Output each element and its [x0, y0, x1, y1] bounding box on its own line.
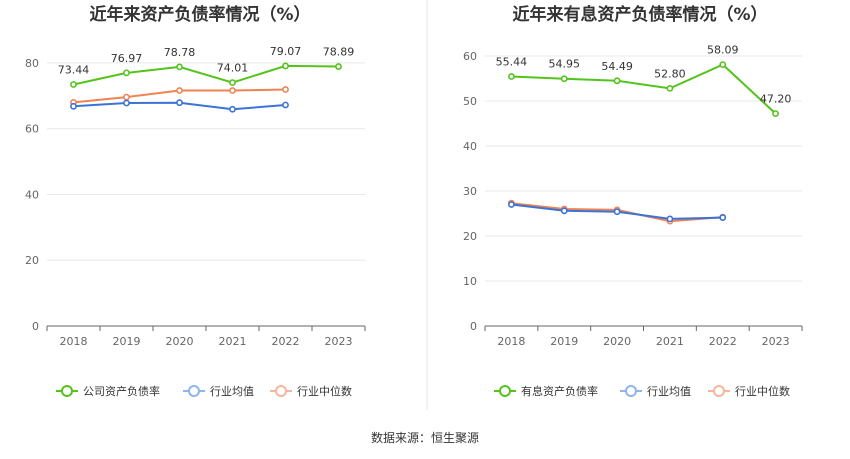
data-point [666, 85, 674, 92]
interest-bearing-debt-ratio-chart: 近年来有息资产负债率情况（%） 0 10 20 30 40 50 60 2018 2019 2020… [463, 4, 803, 398]
x-tick-label: 2018 [60, 335, 88, 348]
data-point [508, 201, 515, 208]
legend-item[interactable]: 有息资产负债率 [494, 384, 598, 398]
data-point [176, 63, 183, 71]
data-point [282, 62, 289, 70]
y-tick-label: 20 [25, 254, 39, 267]
y-tick-label: 80 [25, 57, 39, 70]
series-line [511, 63, 777, 115]
data-label: 78.78 [164, 46, 196, 59]
x-tick-label: 2023 [762, 335, 790, 348]
y-tick-label: 60 [463, 50, 477, 63]
series-line [73, 64, 339, 86]
data-point [70, 102, 77, 110]
x-tick-label: 2020 [166, 335, 194, 348]
data-label: 54.95 [549, 58, 581, 71]
data-label: 79.07 [270, 45, 302, 58]
data-point [229, 87, 236, 94]
legend-label: 行业中位数 [735, 384, 790, 398]
data-point [335, 63, 342, 70]
y-tick-label: 40 [25, 188, 39, 201]
data-point [772, 110, 779, 117]
data-label: 47.20 [760, 93, 792, 106]
x-tick-label: 2022 [709, 335, 737, 348]
data-point [176, 87, 183, 94]
data-point [560, 207, 568, 215]
x-tick-label: 2020 [603, 335, 631, 348]
y-tick-label: 10 [463, 275, 477, 288]
x-tick-label: 2021 [219, 335, 247, 348]
data-point [123, 99, 130, 107]
data-point [123, 93, 130, 101]
data-point [282, 86, 289, 93]
legend-item[interactable]: 行业中位数 [270, 384, 352, 398]
data-label: 58.09 [707, 44, 739, 57]
legend-marker-icon [499, 385, 511, 397]
data-point [508, 73, 515, 80]
y-tick-label: 0 [32, 320, 39, 333]
data-point [176, 99, 183, 107]
legend-item[interactable]: 公司资产负债率 [56, 384, 160, 398]
chart-title: 近年来有息资产负债率情况（%） [512, 4, 767, 25]
data-point [123, 69, 130, 77]
data-point [560, 75, 568, 83]
legend-label: 公司资产负债率 [83, 384, 160, 398]
x-tick-label: 2019 [550, 335, 578, 348]
legend-item[interactable]: 行业中位数 [708, 384, 790, 398]
legend-marker-icon [188, 385, 200, 397]
data-label: 52.80 [654, 67, 686, 80]
y-tick-label: 0 [470, 320, 477, 333]
data-point [229, 105, 236, 113]
legend-item[interactable]: 行业均值 [183, 385, 254, 398]
legend-marker-icon [275, 385, 287, 397]
x-tick-label: 2022 [272, 335, 300, 348]
data-point [613, 208, 621, 216]
legend-marker-icon [61, 385, 73, 397]
data-point [613, 77, 621, 85]
x-tick-label: 2023 [325, 335, 353, 348]
data-point [719, 214, 727, 221]
data-point [229, 79, 236, 86]
debt-ratio-chart: 近年来资产负债率情况（%） 0 20 40 60 80 2018 2019 2020 2021 20… [25, 4, 366, 398]
legend-item[interactable]: 行业均值 [620, 385, 691, 398]
data-point [282, 101, 289, 109]
data-point [719, 61, 727, 68]
legend-label: 有息资产负债率 [521, 384, 598, 398]
x-tick-label: 2018 [497, 335, 525, 348]
data-point [70, 81, 77, 88]
legend-label: 行业均值 [210, 385, 254, 398]
x-tick-label: 2021 [656, 335, 684, 348]
legend-marker-icon [713, 385, 725, 397]
data-label: 54.49 [601, 60, 633, 73]
chart-title: 近年来资产负债率情况（%） [89, 4, 310, 25]
source-text: 数据来源：恒生聚源 [371, 430, 479, 445]
y-tick-label: 40 [463, 140, 477, 153]
legend-label: 行业中位数 [297, 384, 352, 398]
legend-marker-icon [625, 385, 637, 397]
data-label: 74.01 [217, 62, 249, 75]
x-tick-label: 2019 [113, 335, 141, 348]
data-label: 55.44 [496, 56, 528, 69]
data-point [666, 215, 674, 223]
data-label: 73.44 [58, 63, 90, 76]
data-label: 78.89 [323, 46, 355, 59]
legend-label: 行业均值 [647, 385, 691, 398]
y-tick-label: 30 [463, 185, 477, 198]
y-tick-label: 20 [463, 230, 477, 243]
data-label: 76.97 [111, 52, 143, 65]
y-tick-label: 60 [25, 123, 39, 136]
y-tick-label: 50 [463, 95, 477, 108]
